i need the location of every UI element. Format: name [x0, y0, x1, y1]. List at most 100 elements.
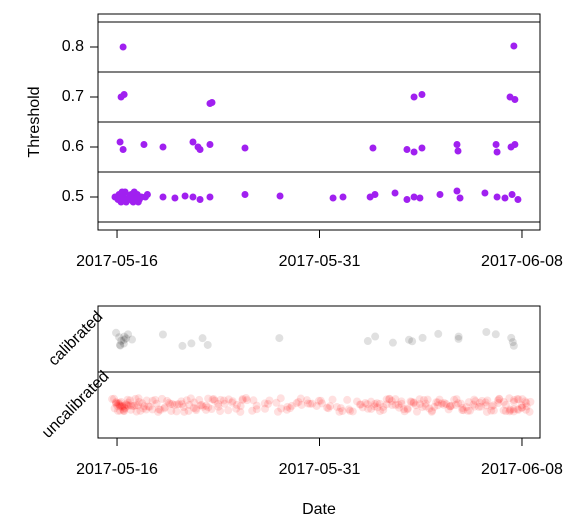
point — [440, 398, 449, 407]
point — [276, 394, 285, 403]
point — [418, 91, 426, 98]
point — [526, 397, 535, 406]
point — [491, 330, 500, 339]
point — [177, 397, 186, 406]
point — [236, 402, 245, 411]
point — [364, 404, 373, 413]
point — [283, 402, 292, 411]
point — [116, 402, 125, 411]
point — [179, 403, 188, 412]
point — [126, 396, 135, 405]
point — [410, 193, 418, 201]
point — [370, 399, 379, 408]
point — [477, 402, 486, 411]
point — [415, 395, 424, 404]
point — [494, 399, 503, 408]
point — [124, 330, 133, 339]
point — [469, 400, 478, 409]
point — [395, 403, 404, 412]
point — [509, 341, 518, 350]
point — [446, 402, 455, 411]
point — [493, 396, 502, 405]
point — [421, 402, 430, 411]
point — [164, 398, 173, 407]
point — [382, 400, 391, 409]
point — [168, 399, 177, 408]
point — [117, 336, 126, 345]
point — [140, 141, 148, 148]
point — [119, 339, 128, 348]
point — [123, 395, 132, 404]
point — [339, 193, 347, 201]
point — [369, 144, 377, 152]
point — [122, 334, 131, 343]
point — [518, 395, 527, 404]
point — [228, 398, 237, 407]
point — [173, 400, 182, 409]
x-tick-label: 2017-05-31 — [279, 253, 361, 270]
point — [136, 406, 145, 415]
point — [506, 406, 515, 415]
point — [130, 402, 139, 411]
point — [475, 398, 484, 407]
point — [367, 404, 376, 413]
x-tick-label: 2017-06-08 — [481, 461, 563, 478]
point — [241, 144, 249, 152]
point — [241, 191, 249, 198]
point — [458, 403, 467, 412]
point — [487, 402, 496, 411]
point — [130, 188, 138, 196]
point — [120, 332, 129, 341]
category-label: calibrated — [45, 308, 106, 369]
point — [326, 402, 335, 411]
point — [482, 328, 491, 337]
point — [454, 147, 462, 155]
point — [506, 405, 515, 414]
point — [388, 401, 397, 410]
point — [196, 196, 204, 203]
point — [142, 396, 151, 405]
point — [243, 396, 252, 405]
point — [182, 396, 191, 405]
point — [232, 400, 241, 409]
point — [172, 407, 181, 416]
point — [353, 397, 362, 406]
point — [375, 407, 384, 416]
point — [189, 403, 198, 412]
point — [510, 42, 518, 50]
point — [370, 402, 379, 411]
point — [453, 187, 461, 195]
point — [178, 341, 187, 350]
point — [252, 401, 261, 410]
point — [505, 394, 514, 403]
point — [120, 335, 129, 344]
point — [437, 399, 446, 408]
point — [451, 400, 460, 409]
point — [116, 401, 125, 410]
point — [185, 401, 194, 410]
point — [187, 339, 196, 348]
point — [192, 406, 201, 415]
point — [180, 407, 189, 416]
point — [450, 395, 459, 404]
point — [335, 407, 344, 416]
point — [152, 399, 161, 408]
point — [375, 399, 384, 408]
y-tick-label: 0.7 — [62, 88, 84, 105]
point — [209, 395, 218, 404]
point — [202, 401, 211, 410]
point — [410, 93, 418, 101]
point — [277, 404, 286, 413]
point — [135, 398, 144, 407]
point — [128, 401, 137, 410]
point — [521, 397, 530, 406]
point — [117, 397, 126, 406]
point — [363, 400, 372, 409]
point — [387, 397, 396, 406]
point — [242, 394, 251, 403]
point — [507, 333, 516, 342]
point — [118, 401, 127, 410]
point — [428, 406, 437, 415]
point — [391, 395, 400, 404]
point — [184, 406, 193, 415]
